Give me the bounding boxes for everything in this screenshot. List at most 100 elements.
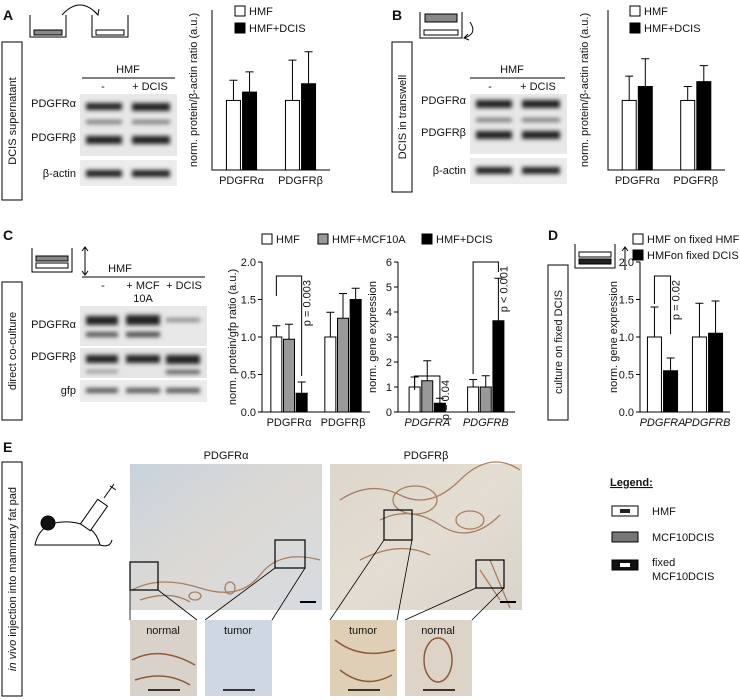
condition-rest: injection into mammary fat pad (7, 487, 19, 637)
blot-row-label: PDGFRα (31, 319, 77, 331)
lane-label: + DCIS (166, 280, 202, 292)
y-tick-label: 0.0 (619, 407, 634, 419)
significance-bracket (472, 261, 499, 374)
error-bar (695, 302, 704, 337)
bar (621, 99, 637, 171)
blot-row-label: PDGFRβ (31, 351, 76, 363)
lane-label: - (101, 81, 105, 93)
legend-item: MCF10DCIS (652, 532, 714, 544)
error-bar (339, 293, 347, 319)
well-icon (419, 12, 474, 41)
legend-label: HMF+DCIS (249, 23, 306, 35)
legend-label: HMF on fixed HMF (647, 234, 740, 246)
y-tick-label: 0.5 (619, 370, 634, 382)
panel-label: C (3, 227, 13, 243)
legend-label: HMF+DCIS (644, 23, 701, 35)
p-value: p = 0.02 (671, 280, 683, 320)
error-bar (229, 79, 238, 101)
y-tick-label: 2 (386, 357, 392, 369)
condition-label: direct co-culture (7, 312, 19, 390)
x-tick-label: PDGFRβ (321, 417, 366, 429)
x-tick-label: PDGFRα (615, 175, 661, 187)
error-bar (494, 277, 503, 321)
lane-label: - (101, 280, 105, 292)
blot-group: HMF (500, 64, 524, 76)
legend-item: HMF (652, 506, 676, 518)
bar (646, 336, 662, 413)
legend-swatch (632, 249, 644, 261)
y-axis-label: norm. protein/β-actin ratio (a.u.) (188, 13, 200, 167)
error-bar (469, 379, 478, 387)
inset-label: tumor (224, 625, 252, 637)
panel-label: A (3, 7, 13, 23)
x-tick-label: PDGFRα (267, 417, 313, 429)
y-tick-label: 6 (386, 257, 392, 269)
legend-item: fixed (652, 557, 675, 569)
bar (242, 91, 258, 171)
bar (492, 320, 505, 413)
blot-row-label: PDGFRα (31, 98, 77, 110)
y-tick-label: 1.0 (241, 332, 256, 344)
blot-row-label: PDGFRα (421, 95, 467, 107)
error-bar (683, 86, 692, 101)
y-tick-label: 0.5 (241, 370, 256, 382)
error-bar (481, 375, 490, 387)
p-value: p = 0.04 (440, 380, 452, 420)
image-title: PDGFRβ (404, 450, 449, 462)
lane-label: - (488, 81, 492, 93)
error-bar (423, 360, 432, 381)
error-bar (272, 325, 281, 337)
legend-label: HMFon fixed DCIS (647, 250, 739, 262)
legend-swatch (632, 233, 644, 245)
bar (283, 338, 295, 413)
blot-panel-a: HMF - + DCIS PDGFRα PDGFRβ β-actin (31, 64, 177, 186)
bar (691, 336, 707, 413)
significance-bracket (275, 275, 303, 376)
condition-label: in vivo injection into mammary fat pad (7, 487, 19, 671)
legend-swatch (234, 22, 246, 34)
p-value: p < 0.001 (498, 266, 510, 312)
y-tick-label: 2.0 (619, 257, 634, 269)
well-icon (29, 4, 129, 38)
x-tick-label: PDGFRB (463, 417, 509, 429)
well-icon (574, 244, 629, 270)
legend-swatch (261, 233, 273, 245)
significance-bracket (414, 375, 441, 398)
y-tick-label: 1 (386, 382, 392, 394)
panel-label: D (548, 227, 558, 243)
bar (301, 83, 317, 171)
lane-label: + MCF (126, 280, 160, 292)
histology: PDGFRα PDGFRβ normal tumor tumor normal (129, 450, 522, 696)
bar (337, 317, 349, 413)
bar (295, 392, 308, 413)
error-bar (297, 381, 306, 394)
bar (270, 336, 283, 413)
legend-item: MCF10DCIS (652, 571, 714, 583)
well-icon (31, 246, 89, 276)
error-bar (285, 323, 293, 340)
bar (680, 99, 696, 171)
lane-label: + DCIS (132, 81, 168, 93)
bar (637, 86, 653, 171)
blot-row-label: β-actin (433, 165, 466, 177)
y-tick-label: 1.5 (619, 295, 634, 307)
panel-label: B (392, 7, 402, 23)
legend-swatch (421, 233, 433, 245)
inset-label: normal (421, 625, 455, 637)
y-tick-label: 3 (386, 332, 392, 344)
y-axis-label: norm. protein/gfp ratio (a.u.) (227, 269, 239, 405)
blot-row-label: PDGFRβ (421, 127, 466, 139)
inset-label: normal (146, 625, 180, 637)
bar (696, 81, 712, 171)
legend-swatch (629, 5, 641, 17)
legend-swatch (317, 233, 329, 245)
legend-label: HMF (644, 6, 668, 18)
error-bar (641, 58, 650, 87)
error-bar (304, 51, 313, 84)
y-tick-label: 0.0 (241, 407, 256, 419)
bar (349, 299, 362, 413)
legend-label: HMF+DCIS (436, 234, 493, 246)
condition-label: DCIS in transwell (397, 75, 409, 159)
blot-row-label: PDGFRβ (31, 132, 76, 144)
